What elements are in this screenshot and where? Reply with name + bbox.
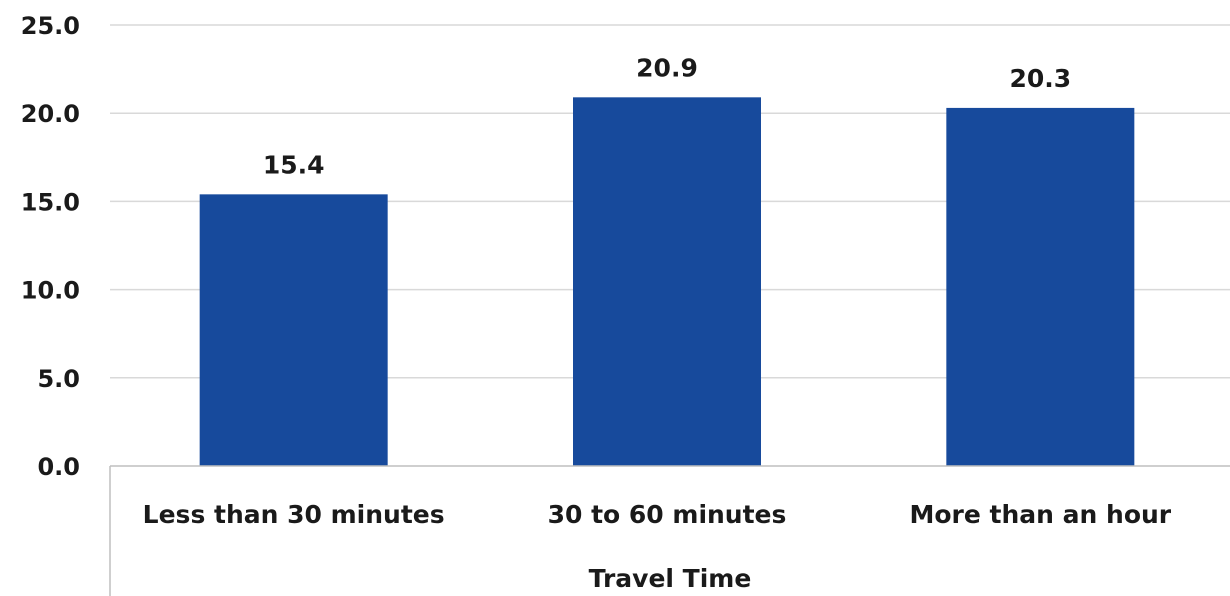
bar [199,194,388,466]
data-label: 20.3 [1009,64,1071,93]
y-tick-label: 25.0 [21,12,80,40]
y-tick-label: 20.0 [21,100,80,128]
y-tick-label: 10.0 [21,277,80,305]
y-axis-ticks: 0.0 5.0 10.0 15.0 20.0 25.0 [21,12,80,481]
bars [199,97,1135,467]
y-tick-label: 15.0 [21,188,80,216]
bar [946,107,1135,467]
y-tick-label: 5.0 [37,365,80,393]
data-label: 15.4 [263,150,325,179]
bar [573,97,761,466]
x-axis [109,465,1230,596]
x-axis-title: Travel Time [589,564,752,593]
y-tick-label: 0.0 [37,453,80,481]
x-axis-categories: Less than 30 minutes 30 to 60 minutes More… [143,500,1172,529]
x-category-label: More than an hour [910,500,1172,529]
data-labels: 15.4 20.9 20.3 [263,53,1071,179]
data-label: 20.9 [636,53,698,82]
x-category-label: 30 to 60 minutes [548,500,787,529]
x-category-label: Less than 30 minutes [143,500,445,529]
